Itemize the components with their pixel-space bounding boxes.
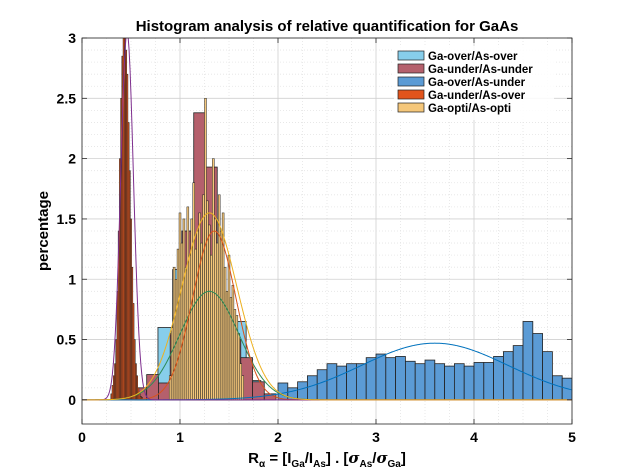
histogram-bar [316,369,328,401]
histogram-bar [552,375,563,401]
legend-label: Ga-opti/As-opti [428,103,511,115]
histogram-bar [297,381,308,401]
histogram-bar [206,200,209,401]
histogram-bar [336,365,347,401]
x-tick-label: 2 [274,429,282,445]
histogram-bar [202,194,205,401]
axis-ticks: 0 1 2 3 4 5 0 0.5 1 1.5 2 2.5 3 [57,30,577,445]
histogram-bar [231,285,235,401]
histogram-bar [229,297,233,401]
histogram-bar [194,248,197,401]
legend-swatch [397,89,425,100]
histogram-bar [198,212,201,401]
x-tick-label: 0 [78,429,86,445]
histogram-bar [216,242,219,401]
histogram-bar [186,206,190,401]
histogram-bar [375,353,387,401]
histogram-bar [385,357,396,401]
histogram-bar [346,363,357,401]
histogram-bar [200,242,203,401]
svg-text:Rα = [IGa/IAs] . [σAs/σGa]: Rα = [IGa/IAs] . [σAs/σGa] [248,449,406,470]
histogram-bar [414,363,426,401]
histogram-bar [473,362,485,401]
histogram-bar [395,356,406,401]
y-tick-label: 1 [68,271,76,287]
x-tick-label: 1 [176,429,184,445]
histogram-bar [404,360,416,401]
y-tick-label: 2.5 [57,90,77,106]
histogram-bar [532,333,543,401]
histogram-bar [172,266,176,401]
histogram-bar [196,230,199,401]
histogram-bar [453,363,465,401]
x-tick-label: 4 [470,429,478,445]
histogram-bar [512,345,524,401]
legend-label: Ga-over/As-over [428,51,518,63]
histogram-bar [522,321,534,401]
y-axis-label: percentage [35,191,52,271]
histogram-bar [178,212,182,401]
histogram-bar [365,357,377,401]
legend-swatch [397,50,425,61]
histogram-bar [239,363,242,401]
legend-swatch [397,63,425,74]
histogram-bar [463,365,475,401]
series-4-fit-curve [82,212,572,401]
histogram-bar [158,382,171,401]
histogram-bar [219,230,223,401]
histogram-bar [444,365,455,401]
histogram-bar [237,333,241,401]
histogram-bar [176,248,180,401]
histogram-bar [241,375,244,401]
legend-label: Ga-under/As-over [428,90,526,102]
histogram-bar [306,375,318,401]
legend-swatch [397,102,425,113]
x-tick-label: 3 [372,429,380,445]
y-tick-label: 0.5 [57,332,77,348]
legend-label: Ga-over/As-under [428,77,526,89]
histogram-bar [326,363,338,401]
histogram-bar [170,327,174,401]
x-tick-label: 5 [568,429,576,445]
histogram-bar [208,224,211,401]
legend-label: Ga-under/As-under [428,64,533,76]
y-tick-label: 1.5 [57,211,77,227]
histogram-bar [210,254,213,401]
histogram-bar [277,382,289,401]
legend: Ga-over/As-overGa-under/As-underGa-over/… [394,46,554,120]
x-axis-label: Rα = [IGa/IAs] . [σAs/σGa] [248,449,406,470]
y-tick-label: 3 [68,30,76,46]
histogram-bar [204,98,207,401]
plot-frame [81,37,573,425]
histogram-bar [227,254,231,401]
histogram-bar [212,158,215,401]
legend-swatch [397,76,425,87]
histogram-bar [424,359,436,401]
histogram-bar [180,242,184,401]
fit-curves-layer [82,38,572,401]
histogram-bar [174,279,178,401]
histogram-bar [223,266,227,401]
histogram-bar [221,212,225,401]
histogram-bar [502,351,514,401]
y-tick-label: 2 [68,151,76,167]
histogram-bar [214,218,217,401]
histogram-bar [188,254,192,401]
chart-title: Histogram analysis of relative quantific… [136,18,519,35]
histogram-bar [355,363,367,401]
histogram-bar [542,351,553,401]
y-tick-label: 0 [68,392,76,408]
histogram-bar [182,218,186,401]
histogram-bar [434,363,445,401]
histogram-bar [483,362,494,401]
